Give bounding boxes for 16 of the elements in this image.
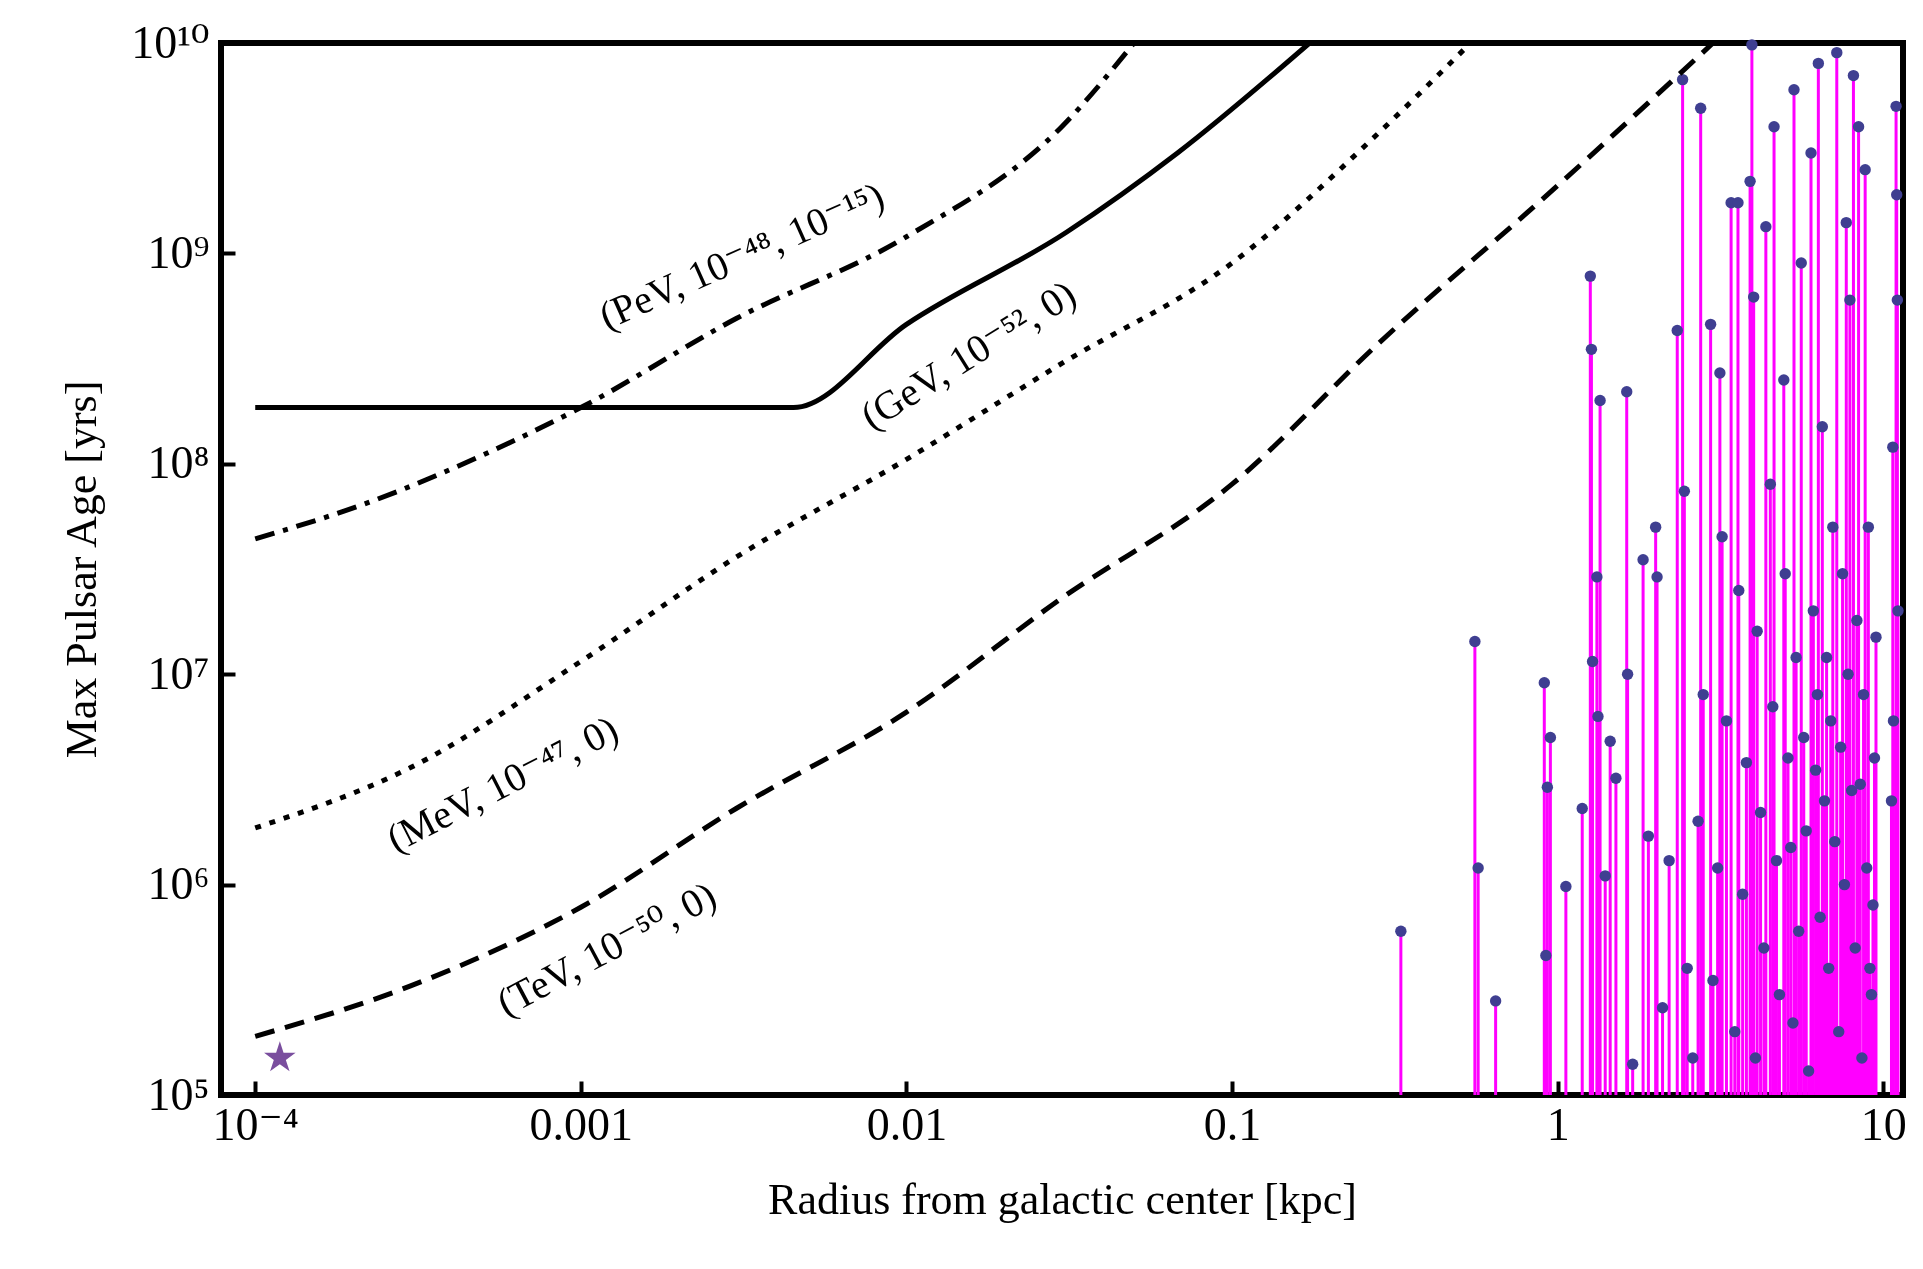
y-tick-label: 10⁸ (147, 437, 210, 489)
x-tick-label: 1 (1546, 1098, 1570, 1150)
x-tick-label: 0.1 (1203, 1098, 1262, 1150)
y-tick-label: 10⁷ (147, 647, 210, 699)
x-tick-label: 10⁻⁴ (212, 1098, 299, 1150)
y-axis-title: Max Pulsar Age [yrs] (57, 380, 107, 759)
y-tick-label: 10⁵ (147, 1068, 210, 1120)
x-tick-label: 0.001 (529, 1098, 634, 1150)
annotation: (TeV, 10⁻⁵⁰, 0) (489, 872, 724, 1026)
y-tick-label: 10⁶ (147, 858, 210, 910)
y-tick-label: 10¹⁰ (131, 16, 210, 68)
y-tick-label: 10⁹ (147, 226, 210, 278)
x-axis-title: Radius from galactic center [kpc] (768, 1174, 1357, 1224)
annotation: (PeV, 10⁻⁴⁸, 10⁻¹⁵) (592, 172, 891, 339)
x-tick-label: 0.01 (866, 1098, 948, 1150)
x-tick-label: 10 (1860, 1098, 1907, 1150)
